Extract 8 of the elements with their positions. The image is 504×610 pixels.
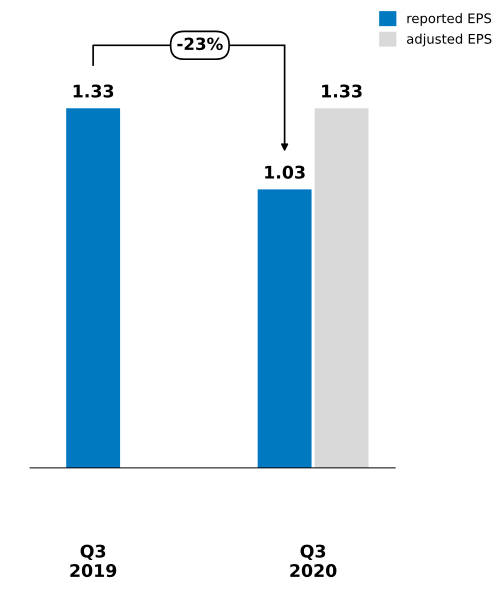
legend-label: reported EPS bbox=[407, 13, 492, 26]
legend-label: adjusted EPS bbox=[407, 34, 492, 46]
data-label: 1.33 bbox=[322, 84, 362, 98]
data-label: 1.03 bbox=[265, 166, 305, 179]
text: -23% bbox=[177, 38, 223, 50]
x-tick-label: Q3 2019 bbox=[70, 544, 116, 578]
data-label: 1.33 bbox=[74, 84, 114, 98]
x-tick-label: Q3 2020 bbox=[290, 544, 336, 578]
